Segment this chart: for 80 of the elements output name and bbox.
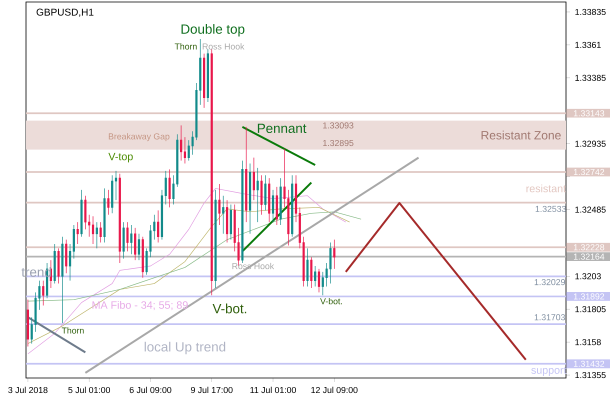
ref-line-label: 1.32228 — [574, 244, 604, 250]
candlestick — [68, 244, 72, 281]
candlestick — [76, 222, 79, 244]
x-tick-label: 5 Jul 01:00 — [68, 386, 110, 394]
x-tick-label: 3 Jul 2018 — [8, 386, 48, 394]
ref-line-label: 1.32164 — [574, 254, 604, 260]
candlestick — [180, 125, 182, 161]
candlestick — [248, 163, 252, 234]
ref-line-label: 1.31432 — [574, 360, 604, 367]
annotation: Thorn — [174, 43, 197, 50]
candlestick — [107, 190, 110, 216]
x-tick-label: 6 Jul 09:00 — [130, 386, 172, 394]
annotation: MA Fibo - 34; 55; 89 — [92, 300, 188, 310]
annotation: 1.32029 — [534, 279, 565, 286]
y-tick-label: 1.33835 — [575, 8, 606, 16]
candlestick — [65, 239, 68, 274]
x-tick-label: 9 Jul 17:00 — [190, 386, 233, 394]
candlestick — [118, 173, 121, 264]
y-tick-label: 1.31355 — [575, 372, 606, 378]
ref-line-label: 1.31892 — [574, 293, 604, 300]
band-label: Resistant Zone — [482, 130, 561, 140]
candlestick — [318, 268, 320, 293]
annotation: Breakaway Gap — [108, 133, 170, 142]
candlestick — [26, 299, 30, 347]
annotation: 1.32895 — [323, 140, 354, 146]
candlestick — [184, 136, 186, 164]
candlestick — [291, 174, 294, 238]
candlestick — [280, 178, 282, 226]
candlestick — [226, 200, 228, 243]
ref-line-label: 1.33143 — [574, 110, 604, 116]
candlestick — [314, 266, 316, 287]
annotation: V-bot. — [320, 298, 342, 304]
candlestick — [96, 222, 98, 249]
x-tick-label: 12 Jul 09:00 — [311, 386, 358, 394]
candlestick — [256, 168, 259, 222]
candlestick — [306, 248, 309, 287]
y-tick-label: 1.32485 — [575, 206, 606, 213]
candlestick — [272, 190, 274, 222]
candlestick — [54, 244, 56, 284]
x-tick-label: 11 Jul 01:00 — [250, 386, 296, 394]
y-tick-label: 1.3203 — [575, 273, 601, 280]
annotation: 1.31703 — [534, 314, 565, 320]
candlestick — [329, 242, 332, 284]
text: GBPUSD,H1 — [36, 8, 94, 17]
candlestick — [103, 188, 106, 243]
candlestick — [38, 280, 41, 310]
candlestick — [333, 239, 336, 270]
candlestick — [222, 195, 224, 234]
candlestick — [138, 233, 140, 260]
candlestick — [100, 222, 102, 243]
annotation: V-bot. — [212, 304, 246, 314]
candlestick — [126, 222, 129, 252]
annotation: local Up trend — [144, 342, 226, 354]
y-tick-label: 1.33385 — [575, 74, 606, 81]
candlestick — [310, 256, 312, 288]
annotation: Pennant — [258, 124, 306, 134]
candlestick — [260, 174, 263, 216]
candlestick — [210, 48, 213, 296]
annotation: Ross Hook — [202, 43, 244, 50]
candlestick — [142, 236, 144, 278]
candlestick — [245, 126, 248, 222]
y-tick-label: 1.31805 — [575, 306, 606, 312]
candlestick — [57, 248, 60, 284]
y-tick-label: 1.32935 — [575, 140, 606, 147]
annotation: V-top — [108, 152, 133, 162]
annotation: Thorn — [62, 327, 84, 334]
candlestick — [218, 184, 221, 226]
annotation: Double top — [182, 24, 244, 36]
ref-line-label: 1.32742 — [574, 168, 604, 176]
candlestick — [122, 222, 125, 260]
candlestick — [268, 178, 270, 222]
candlestick — [61, 236, 64, 324]
candlestick — [134, 228, 136, 260]
candlestick — [92, 216, 94, 244]
annotation: 1.33093 — [323, 122, 354, 128]
y-tick-label: 1.3158 — [575, 339, 601, 346]
y-tick-label: 1.3361 — [575, 42, 601, 48]
candlestick — [130, 224, 132, 255]
candlestick — [111, 174, 114, 214]
candlestick — [42, 280, 44, 306]
